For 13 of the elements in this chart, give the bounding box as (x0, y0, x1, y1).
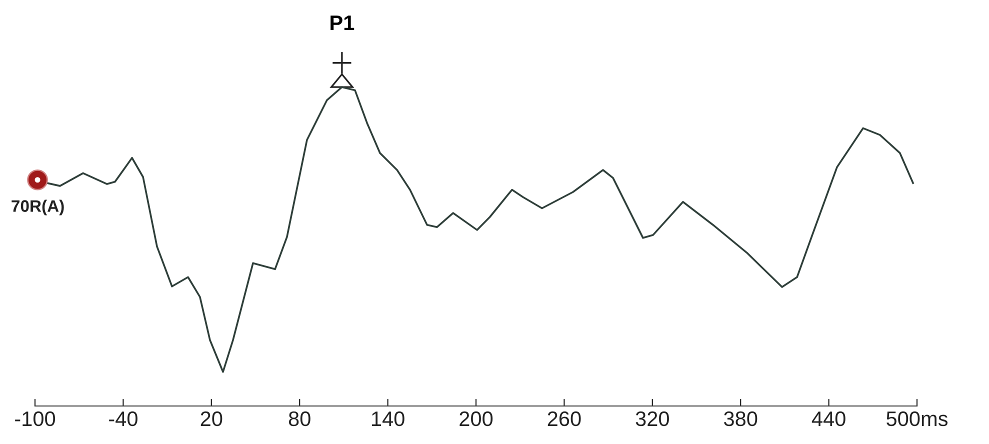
x-tick-label: 140 (372, 411, 404, 426)
x-tick-label: 200 (460, 411, 493, 426)
x-tick-label: 260 (548, 411, 581, 426)
x-tick-label: 20 (200, 411, 222, 426)
x-tick-label: 440 (812, 411, 846, 426)
series-label: 70R(A) (12, 200, 64, 216)
x-tick-label: -40 (109, 411, 138, 426)
x-tick-label: 500ms (886, 411, 948, 426)
x-tick-label: 380 (724, 411, 758, 426)
x-tick-label: 320 (636, 411, 669, 426)
annotation: P1 (330, 16, 354, 30)
x-tick-label: -100 (15, 411, 56, 426)
x-tick-label: 80 (288, 411, 310, 426)
